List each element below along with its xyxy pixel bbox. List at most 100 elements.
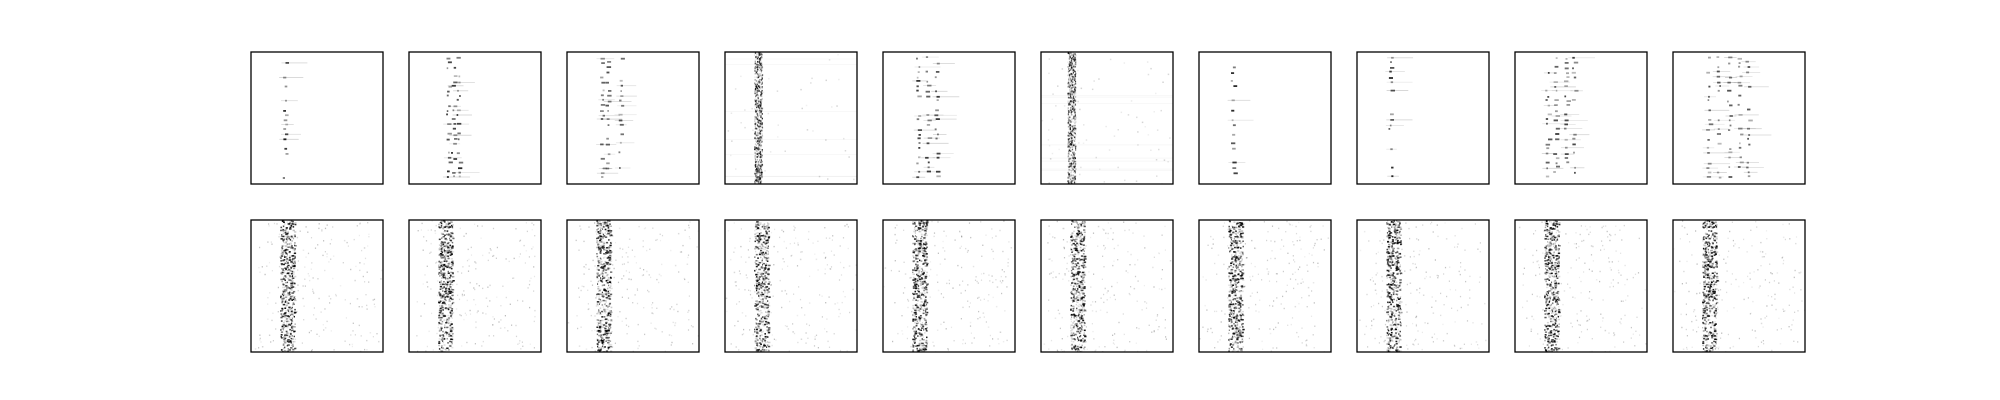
heatmap-cell — [285, 293, 287, 296]
heatmap-cell — [620, 133, 624, 136]
heatmap-cell — [759, 327, 762, 330]
heatmap-cell — [604, 310, 607, 313]
heatmap-cell — [1113, 135, 1116, 137]
heatmap-cell — [1071, 57, 1073, 59]
heatmap-cell — [1071, 100, 1073, 103]
heatmap-cell — [755, 276, 758, 279]
heatmap-cell — [760, 109, 762, 111]
heatmap-cell — [330, 330, 332, 332]
heatmap-cell — [824, 257, 826, 259]
heatmap-cell — [790, 255, 792, 257]
heatmap-cell — [598, 274, 601, 276]
heatmap-cell — [280, 331, 284, 333]
heatmap-cell — [756, 132, 758, 135]
heatmap-cell — [1712, 76, 1732, 78]
heatmap-cell — [805, 332, 807, 334]
heatmap-cell — [597, 236, 599, 238]
heatmap-cell — [1727, 81, 1731, 84]
heatmap-cell — [757, 165, 759, 168]
heatmap-cell — [439, 315, 442, 317]
heatmap-cell — [602, 295, 605, 298]
heatmap-cell — [476, 311, 478, 314]
heatmap-cell — [1069, 165, 1072, 168]
heatmap-cell — [450, 263, 453, 265]
heatmap-cell — [755, 101, 757, 103]
heatmap-cell — [605, 294, 608, 296]
heatmap-cell — [1073, 101, 1075, 104]
heatmap-cell — [441, 220, 443, 222]
heatmap-cell — [757, 276, 759, 278]
heatmap-cell — [761, 129, 763, 131]
heatmap-cell — [440, 238, 442, 241]
heatmap-cell — [1137, 131, 1139, 133]
heatmap-cell — [322, 324, 324, 326]
heatmap-cell — [435, 262, 437, 264]
heatmap-cell — [447, 292, 450, 295]
heatmap-cell — [926, 170, 931, 173]
heatmap-cell — [767, 306, 769, 309]
heatmap-cell — [440, 280, 442, 282]
heatmap-cell — [534, 309, 536, 312]
heatmap-cell — [440, 317, 442, 319]
heatmap-cell — [329, 302, 331, 304]
heatmap-cell — [268, 223, 270, 225]
heatmap-cell — [286, 294, 288, 297]
heatmap-cell — [605, 261, 607, 264]
heatmap-cell — [449, 328, 452, 331]
heatmap-cell — [446, 252, 449, 254]
heatmap-cell — [844, 150, 847, 152]
heatmap-cell — [765, 314, 767, 317]
heatmap-cell — [608, 267, 611, 270]
heatmap-cell — [440, 221, 442, 223]
heatmap-cell — [688, 319, 690, 321]
heatmap-cell — [1068, 182, 1070, 184]
heatmap-cell — [1070, 113, 1073, 116]
heatmap-cell — [282, 303, 285, 306]
heatmap-cell — [286, 287, 288, 290]
heatmap-cell — [603, 309, 605, 312]
heatmap-cell — [373, 303, 375, 305]
heatmap-cell — [293, 282, 296, 285]
heatmap-cell — [372, 336, 374, 338]
heatmap-cell — [441, 314, 445, 316]
heatmap-cell — [759, 100, 761, 103]
heatmap-cell — [762, 235, 765, 238]
heatmap-cell — [767, 341, 769, 343]
heatmap-cell — [760, 298, 762, 301]
heatmap-cell — [1073, 165, 1075, 168]
heatmap-cell — [764, 287, 767, 289]
heatmap-cells — [567, 220, 699, 352]
heatmap-cell — [1704, 123, 1725, 125]
heatmap-cell — [754, 88, 756, 91]
heatmap-cell — [768, 305, 771, 307]
heatmap-cell — [1542, 123, 1566, 125]
heatmap-cell — [430, 242, 432, 245]
heatmap-cell — [444, 244, 447, 247]
heatmap-cell — [609, 325, 611, 327]
heatmap-cell — [619, 247, 621, 250]
heatmap-cell — [588, 268, 590, 270]
heatmap-cell — [294, 235, 296, 238]
heatmap-cell — [1071, 84, 1073, 87]
heatmap-cell — [754, 261, 756, 264]
heatmap-cell — [758, 134, 760, 136]
heatmap-cell — [1546, 167, 1548, 170]
heatmap-cell — [607, 292, 610, 295]
heatmap-cell — [1070, 158, 1072, 160]
heatmap-cell — [824, 328, 826, 330]
heatmap-cell — [439, 285, 443, 288]
heatmap-cell — [444, 247, 446, 249]
heatmap-cell — [729, 258, 732, 261]
heatmap-cell — [754, 240, 756, 243]
heatmap-cell — [757, 146, 760, 149]
heatmap-cell — [768, 278, 770, 280]
heatmap-cell — [756, 167, 758, 170]
heatmap-cell — [446, 252, 449, 254]
heatmap-cell — [1075, 72, 1077, 75]
heatmap-cell — [323, 329, 325, 331]
heatmap-cell — [758, 182, 760, 184]
heatmap-cell — [448, 227, 450, 229]
heatmap-cell — [366, 308, 368, 310]
heatmap-cell — [285, 114, 289, 117]
heatmap-cell — [1547, 104, 1550, 107]
